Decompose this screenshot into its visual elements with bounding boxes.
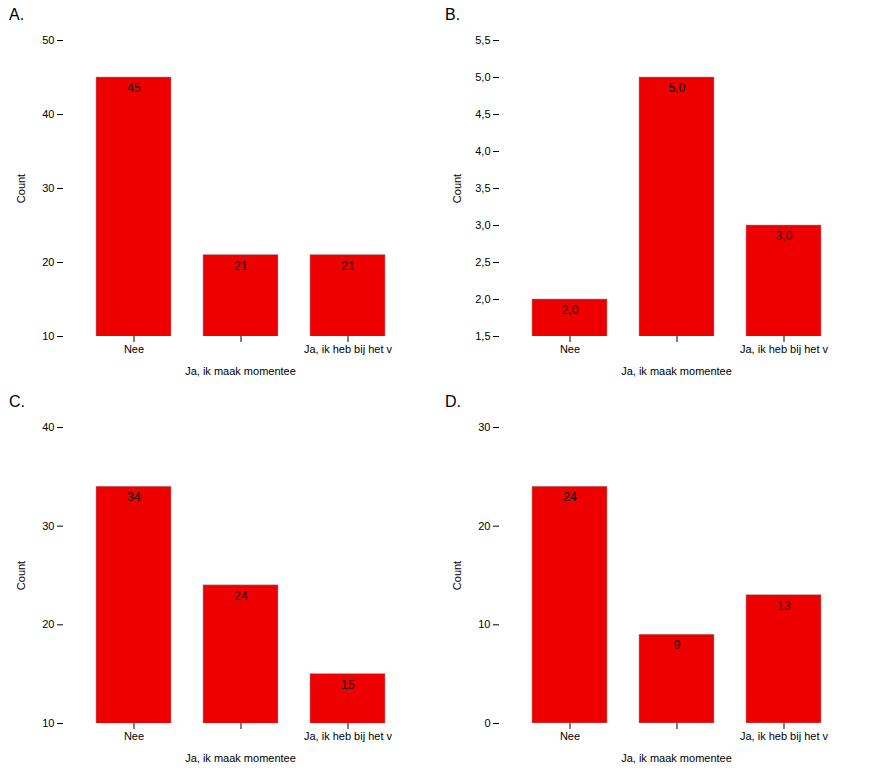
svg-text:4,5: 4,5 xyxy=(475,108,490,120)
svg-text:34: 34 xyxy=(127,490,141,504)
html-text:C.: C. xyxy=(9,393,25,410)
svg-text:Ja, ik heb bij het v: Ja, ik heb bij het v xyxy=(740,343,829,355)
html-text:D.: D. xyxy=(445,393,461,410)
svg-text:45: 45 xyxy=(127,81,141,95)
svg-text:20: 20 xyxy=(478,520,490,532)
svg-text:24: 24 xyxy=(563,490,577,504)
svg-text:Nee: Nee xyxy=(560,730,580,742)
html-text:A.: A. xyxy=(9,6,25,23)
svg-text:2,0: 2,0 xyxy=(562,303,579,317)
svg-text:Ja, ik maak momentee: Ja, ik maak momentee xyxy=(185,365,296,377)
svg-text:21: 21 xyxy=(341,259,355,273)
svg-text:Count: Count xyxy=(15,561,27,590)
svg-text:2,5: 2,5 xyxy=(475,256,490,268)
svg-text:3,5: 3,5 xyxy=(475,182,490,194)
svg-text:Count: Count xyxy=(451,174,463,203)
svg-text:10: 10 xyxy=(42,330,54,342)
svg-text:Count: Count xyxy=(15,174,27,203)
svg-text:Ja, ik maak momentee: Ja, ik maak momentee xyxy=(185,752,296,764)
svg-text:Ja, ik maak momentee: Ja, ik maak momentee xyxy=(621,365,732,377)
svg-text:21: 21 xyxy=(234,259,248,273)
svg-text:Ja, ik maak momentee: Ja, ik maak momentee xyxy=(621,752,732,764)
svg-text:10: 10 xyxy=(42,717,54,729)
svg-text:5,0: 5,0 xyxy=(669,81,686,95)
svg-text:Nee: Nee xyxy=(560,343,580,355)
svg-text:10: 10 xyxy=(478,618,490,630)
svg-text:Ja, ik heb bij het v: Ja, ik heb bij het v xyxy=(304,730,393,742)
svg-text:20: 20 xyxy=(42,256,54,268)
svg-text:5,5: 5,5 xyxy=(475,34,490,46)
svg-text:30: 30 xyxy=(478,421,490,433)
svg-text:Count: Count xyxy=(451,561,463,590)
svg-text:4,0: 4,0 xyxy=(475,145,490,157)
svg-text:40: 40 xyxy=(42,108,54,120)
svg-text:Ja, ik heb bij het v: Ja, ik heb bij het v xyxy=(304,343,393,355)
svg-text:Nee: Nee xyxy=(124,730,144,742)
svg-text:3,0: 3,0 xyxy=(776,229,793,243)
svg-text:30: 30 xyxy=(42,182,54,194)
svg-text:Nee: Nee xyxy=(124,343,144,355)
svg-text:5,0: 5,0 xyxy=(475,71,490,83)
svg-text:9: 9 xyxy=(674,638,681,652)
svg-text:13: 13 xyxy=(777,599,791,613)
svg-text:15: 15 xyxy=(341,678,355,692)
svg-text:Ja, ik heb bij het v: Ja, ik heb bij het v xyxy=(740,730,829,742)
svg-text:1,5: 1,5 xyxy=(475,330,490,342)
html-text:B.: B. xyxy=(445,6,461,23)
svg-text:3,0: 3,0 xyxy=(475,219,490,231)
svg-text:2,0: 2,0 xyxy=(475,293,490,305)
svg-text:40: 40 xyxy=(42,421,54,433)
svg-text:20: 20 xyxy=(42,618,54,630)
svg-text:50: 50 xyxy=(42,34,54,46)
svg-text:0: 0 xyxy=(484,717,490,729)
svg-text:24: 24 xyxy=(234,589,248,603)
svg-text:30: 30 xyxy=(42,520,54,532)
